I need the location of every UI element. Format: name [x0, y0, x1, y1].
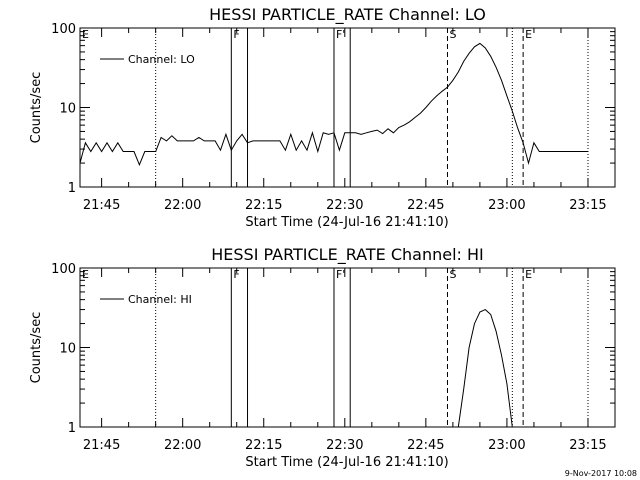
y-tick-label: 100 [51, 262, 76, 277]
x-tick-label: 22:00 [164, 438, 201, 453]
x-tick-label: 23:15 [569, 198, 606, 213]
data-series-line [457, 309, 513, 428]
x-tick-label: 22:45 [407, 198, 444, 213]
y-axis-label: Counts/sec [29, 72, 44, 144]
plot-frame [79, 267, 616, 428]
event-marker-label: F [233, 268, 239, 281]
data-series-line [79, 42, 588, 167]
legend-label: Channel: HI [128, 293, 192, 306]
y-tick-label: 1 [68, 181, 76, 196]
y-tick-label: 1 [68, 421, 76, 436]
y-axis-label: Counts/sec [29, 312, 44, 384]
event-marker-label: F [233, 28, 239, 41]
x-tick-label: 22:15 [245, 438, 282, 453]
x-tick-label: 21:45 [83, 438, 120, 453]
event-marker-label: E [525, 28, 532, 41]
lo-channel-panel: HESSI PARTICLE_RATE Channel: LO Counts/s… [29, 5, 616, 230]
event-marker-label: F' [336, 28, 345, 41]
chart-title: HESSI PARTICLE_RATE Channel: LO [209, 5, 486, 25]
chart-title: HESSI PARTICLE_RATE Channel: HI [211, 245, 484, 265]
plot-frame [79, 27, 616, 188]
x-tick-label: 23:00 [488, 198, 525, 213]
generation-date: 9-Nov-2017 10:08 [565, 469, 637, 478]
event-marker-label: E [82, 268, 89, 281]
x-tick-label: 23:15 [569, 438, 606, 453]
y-tick-label: 10 [59, 342, 76, 357]
x-tick-label: 21:45 [83, 198, 120, 213]
x-axis-label: Start Time (24-Jul-16 21:41:10) [245, 455, 448, 470]
hi-channel-panel: HESSI PARTICLE_RATE Channel: HI Counts/s… [29, 245, 616, 470]
x-axis-label: Start Time (24-Jul-16 21:41:10) [245, 215, 448, 230]
x-tick-label: 22:30 [326, 438, 363, 453]
x-tick-label: 22:00 [164, 198, 201, 213]
event-marker-label: F' [336, 268, 345, 281]
event-marker-label: S [449, 28, 456, 41]
event-marker-label: E [525, 268, 532, 281]
x-tick-label: 22:30 [326, 198, 363, 213]
y-tick-label: 100 [51, 22, 76, 37]
y-tick-label: 10 [59, 102, 76, 117]
x-tick-label: 22:45 [407, 438, 444, 453]
x-tick-label: 23:00 [488, 438, 525, 453]
event-marker-label: E [82, 28, 89, 41]
legend-label: Channel: LO [128, 53, 195, 66]
x-tick-label: 22:15 [245, 198, 282, 213]
event-marker-label: S [449, 268, 456, 281]
